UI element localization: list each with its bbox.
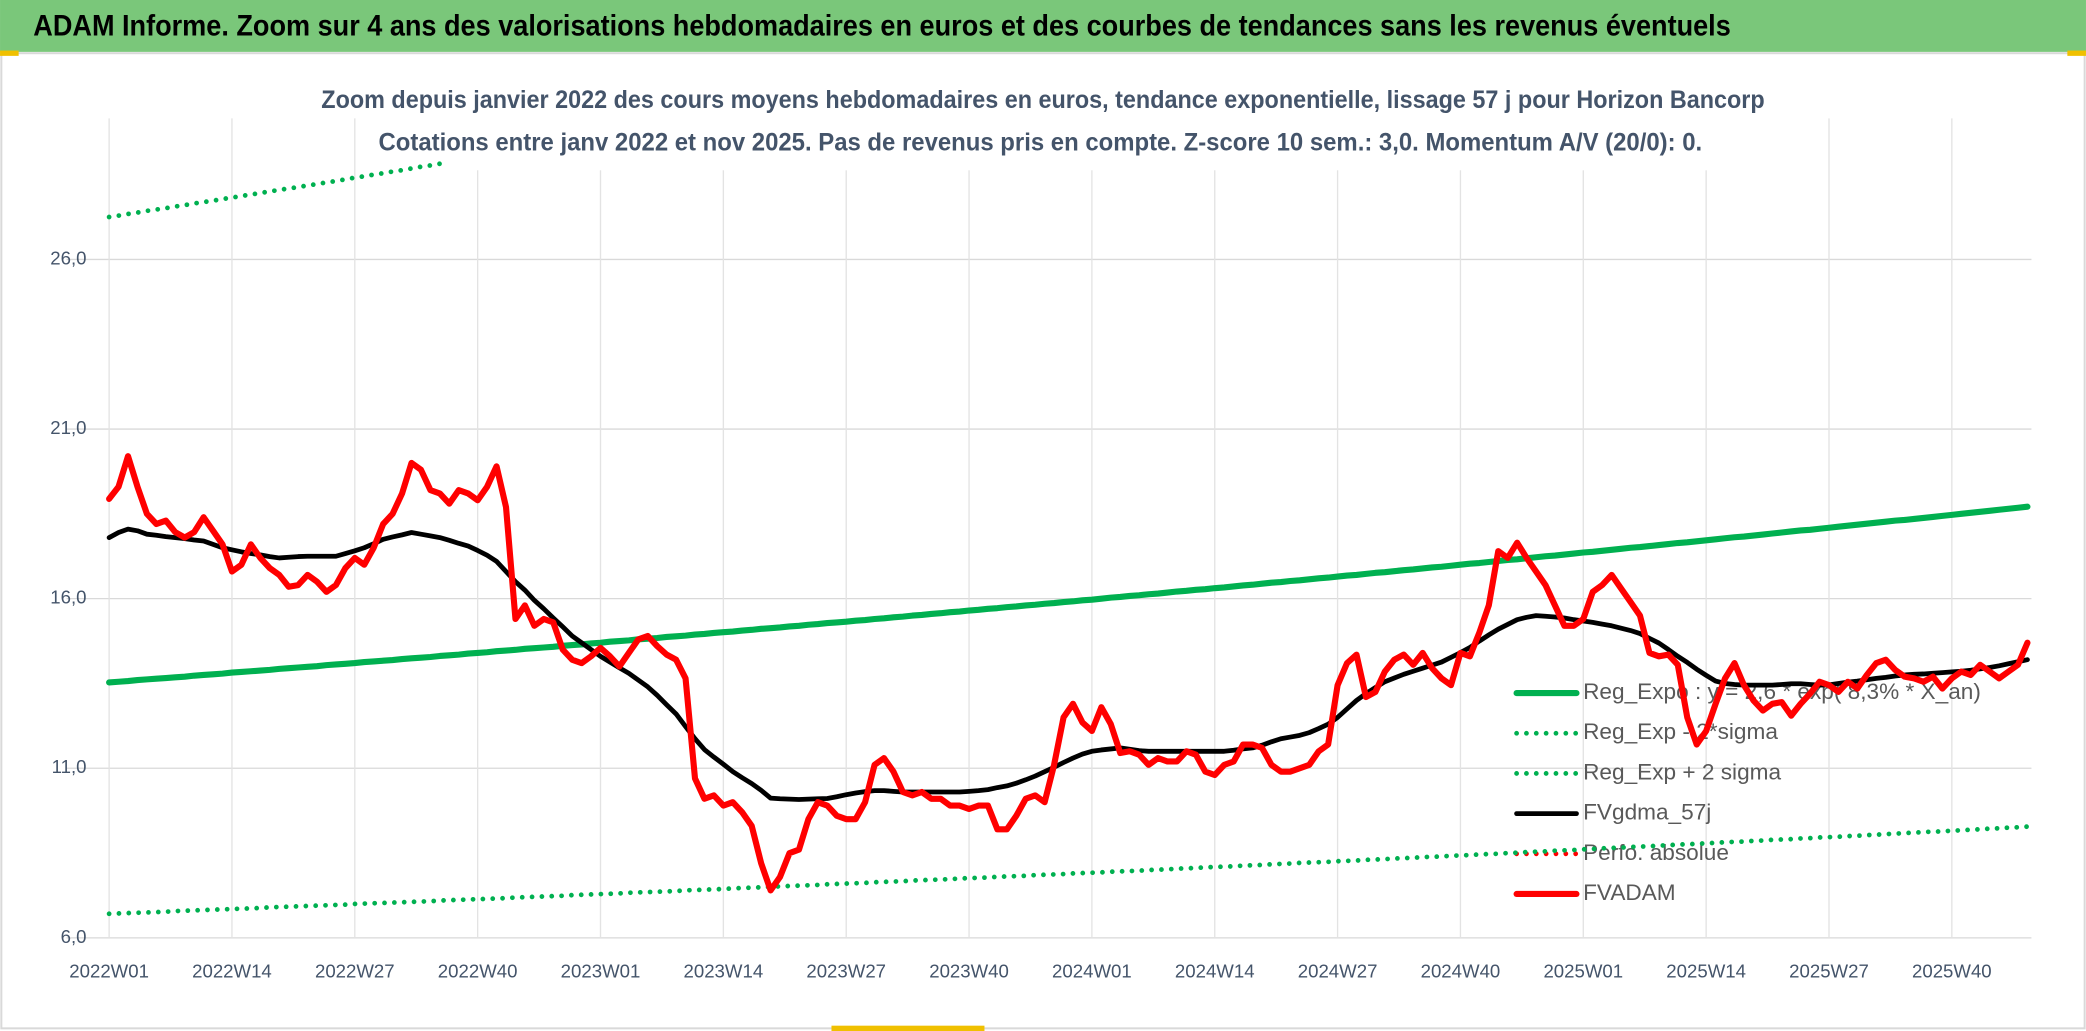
y-tick-label: 26,0: [50, 247, 86, 268]
x-tick-label: 2023W14: [684, 960, 764, 981]
legend-label: Reg_Exp - 2*sigma: [1583, 719, 1778, 744]
x-tick-label: 2025W14: [1666, 960, 1746, 981]
series-line: [106, 526, 2030, 802]
x-tick-label: 2025W40: [1912, 960, 1992, 981]
chart-subtitle: Cotations entre janv 2022 et nov 2025. P…: [379, 128, 1703, 156]
footer-accent: [831, 1025, 985, 1031]
x-tick-label: 2025W01: [1543, 960, 1623, 981]
y-tick-label: 6,0: [61, 926, 87, 947]
header-accent: [0, 50, 19, 56]
x-tick-label: 2024W40: [1421, 960, 1501, 981]
x-tick-label: 2022W14: [192, 960, 272, 981]
series-line: [106, 123, 692, 220]
series-line: [106, 503, 2031, 686]
legend-label: FVADAM: [1583, 880, 1676, 905]
chart-frame: [0, 52, 2086, 1030]
x-tick-label: 2024W14: [1175, 960, 1255, 981]
subtitle-background: [445, 74, 1777, 171]
chart-title: Zoom depuis janvier 2022 des cours moyen…: [321, 86, 1764, 114]
x-tick-label: 2023W27: [806, 960, 886, 981]
y-tick-label: 16,0: [50, 587, 86, 608]
legend-label: Perfo. absolue: [1583, 840, 1729, 865]
x-tick-label: 2023W40: [929, 960, 1009, 981]
x-tick-label: 2023W01: [561, 960, 641, 981]
x-tick-label: 2024W01: [1052, 960, 1132, 981]
series-line: [106, 453, 2031, 894]
legend-label: FVgdma_57j: [1583, 800, 1711, 825]
x-tick-label: 2022W40: [438, 960, 518, 981]
x-tick-label: 2022W01: [69, 960, 149, 981]
x-tick-label: 2024W27: [1298, 960, 1378, 981]
y-tick-label: 11,0: [52, 756, 87, 777]
page-title: ADAM Informe. Zoom sur 4 ans des valoris…: [33, 11, 1730, 43]
legend-label: Reg_Exp + 2 sigma: [1583, 759, 1781, 784]
x-tick-label: 2025W27: [1789, 960, 1869, 981]
series-group: [106, 123, 2031, 917]
y-tick-label: 21,0: [50, 417, 86, 438]
header-bar: [0, 0, 2086, 52]
x-tick-label: 2022W27: [315, 960, 395, 981]
header-accent: [2067, 50, 2086, 56]
plot-area: 6,0 11,0 16,0 21,0 26,0 2022W01 2022W14 2022W27…: [50, 118, 2032, 981]
